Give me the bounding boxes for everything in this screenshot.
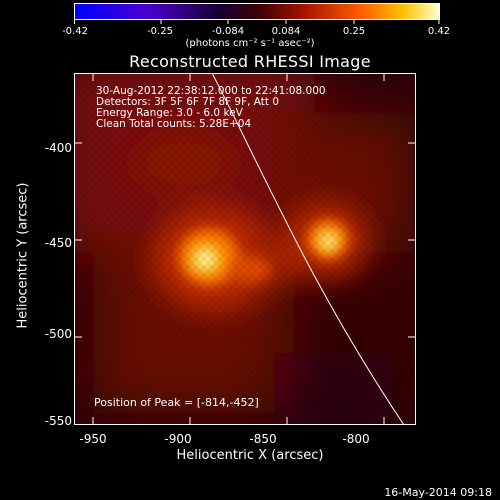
y-axis-label: Heliocentric Y (arcsec) [15, 182, 31, 329]
timestamp: 16-May-2014 09:18 [384, 486, 492, 499]
colorbar-tick: 0.084 [271, 26, 301, 37]
solar-image [74, 73, 416, 425]
y-tick: -400 [44, 141, 72, 155]
colorbar-tick: 0.25 [342, 26, 366, 37]
colorbar-tick: -0.42 [62, 26, 88, 37]
colorbar-tick: 0.42 [427, 26, 451, 37]
x-tick: -900 [164, 432, 192, 446]
energy-range: Energy Range: 3.0 - 6.0 keV [96, 107, 243, 119]
time-range: 30-Aug-2012 22:38:12.000 to 22:41:08.000 [96, 85, 326, 97]
colorbar-tick: -0.25 [147, 26, 173, 37]
detectors: Detectors: 3F 5F 6F 7F 8F 9F, Att 0 [96, 96, 280, 108]
colorbar-tick: -0.084 [211, 26, 245, 37]
x-tick: -950 [79, 432, 107, 446]
colorbar-units: (photons cm⁻² s⁻¹ asec⁻²) [185, 38, 315, 49]
total-counts: Clean Total counts: 5.28E+04 [96, 118, 252, 130]
y-tick: -500 [44, 327, 72, 341]
x-tick: -850 [249, 432, 277, 446]
x-tick: -800 [342, 432, 370, 446]
plot-title: Reconstructed RHESSI Image [129, 52, 371, 71]
y-tick: -450 [44, 236, 72, 250]
peak-position: Position of Peak = [-814,-452] [94, 396, 259, 409]
y-tick: -550 [44, 414, 72, 428]
colorbar [74, 3, 440, 24]
x-axis-label: Heliocentric X (arcsec) [176, 448, 324, 463]
solar-limb [211, 73, 405, 425]
